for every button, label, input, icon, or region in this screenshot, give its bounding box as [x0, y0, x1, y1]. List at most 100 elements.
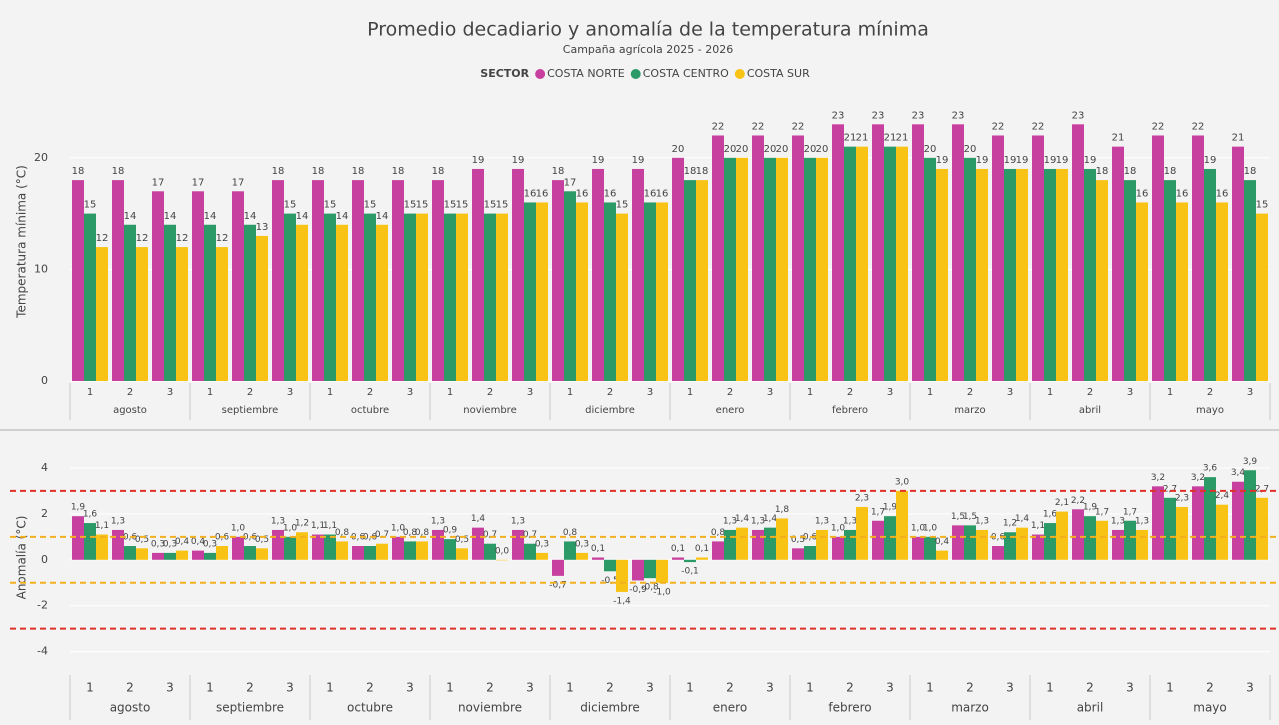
x-tick-label: 1 — [87, 387, 93, 398]
bar — [1164, 180, 1176, 381]
bar — [232, 536, 244, 560]
legend-swatch — [630, 69, 641, 79]
data-label: 15 — [444, 200, 457, 211]
bar — [936, 550, 948, 560]
x-tick-label: 1 — [566, 681, 574, 695]
bar — [1176, 506, 1188, 560]
y-tick-label: 0 — [41, 374, 48, 387]
x-tick-label: 2 — [847, 387, 853, 398]
data-label: 22 — [712, 121, 725, 132]
data-label: 1,2 — [1003, 519, 1017, 529]
data-label: 1,4 — [735, 514, 750, 524]
x-group-label: marzo — [954, 405, 985, 416]
bar — [752, 529, 764, 560]
data-label: 15 — [1256, 200, 1269, 211]
data-label: 18 — [696, 166, 709, 177]
x-tick-label: 1 — [446, 681, 454, 695]
data-label: 18 — [1164, 166, 1177, 177]
data-label: 16 — [536, 188, 549, 199]
bar — [576, 552, 588, 560]
bar — [192, 550, 204, 560]
data-label: 1,4 — [471, 514, 486, 524]
y-tick-label: 0 — [41, 553, 48, 566]
bar — [256, 235, 268, 381]
x-group-label: septiembre — [216, 701, 284, 715]
x-group-label: agosto — [113, 405, 147, 416]
data-label: 19 — [632, 155, 645, 166]
data-label: 0,5 — [455, 535, 469, 545]
data-label: 1,2 — [295, 519, 309, 529]
bar — [592, 557, 604, 560]
bar — [296, 532, 308, 560]
x-group-label: mayo — [1196, 405, 1224, 416]
bar — [1056, 511, 1068, 560]
bar — [512, 168, 524, 381]
bar — [1004, 532, 1016, 560]
x-tick-label: 2 — [367, 387, 373, 398]
data-label: 17 — [232, 177, 245, 188]
bar — [352, 546, 364, 560]
data-label: 1,1 — [323, 521, 337, 531]
data-label: 18 — [552, 166, 565, 177]
data-label: 22 — [1152, 121, 1165, 132]
bar — [1004, 168, 1016, 381]
data-label: -0,8 — [641, 583, 659, 593]
bar — [392, 180, 404, 381]
data-label: 1,4 — [1015, 514, 1030, 524]
bar — [376, 224, 388, 381]
x-tick-label: 2 — [1207, 387, 1213, 398]
bar — [96, 534, 108, 560]
data-label: 1,9 — [1083, 503, 1098, 513]
x-tick-label: 3 — [1006, 681, 1014, 695]
data-label: 17 — [152, 177, 165, 188]
bar — [324, 534, 336, 560]
x-tick-label: 2 — [606, 681, 614, 695]
data-label: 3,9 — [1243, 457, 1258, 467]
data-label: 21 — [896, 133, 909, 144]
bar — [656, 559, 668, 583]
data-label: 14 — [244, 211, 257, 222]
bar — [136, 548, 148, 560]
bar — [84, 213, 96, 381]
x-tick-label: 1 — [326, 681, 334, 695]
data-label: 0,5 — [791, 535, 805, 545]
data-label: 22 — [1032, 121, 1045, 132]
bar — [684, 180, 696, 381]
x-tick-label: 3 — [646, 681, 654, 695]
data-label: 12 — [96, 233, 109, 244]
bar — [604, 559, 616, 572]
data-label: 0,7 — [375, 530, 389, 540]
bar — [1112, 146, 1124, 381]
y-tick-label: 4 — [41, 461, 48, 474]
bar — [536, 552, 548, 560]
x-tick-label: 3 — [1127, 387, 1133, 398]
data-label: 0,8 — [335, 528, 350, 538]
data-label: 0,8 — [415, 528, 430, 538]
data-label: 1,7 — [1123, 507, 1137, 517]
data-label: 21 — [884, 133, 897, 144]
bar — [176, 550, 188, 560]
bar — [832, 536, 844, 560]
bar — [844, 146, 856, 381]
data-label: 19 — [976, 155, 989, 166]
bar — [816, 529, 828, 560]
data-label: 19 — [1016, 155, 1029, 166]
bar — [632, 168, 644, 381]
bar — [232, 191, 244, 381]
bar — [1204, 477, 1216, 560]
bar — [696, 557, 708, 560]
data-label: 0,8 — [563, 528, 578, 538]
x-tick-label: 2 — [1086, 681, 1094, 695]
bar — [604, 202, 616, 381]
bar — [1244, 180, 1256, 381]
data-label: 20 — [736, 144, 749, 155]
x-tick-label: 3 — [1007, 387, 1013, 398]
data-label: 15 — [484, 200, 497, 211]
bar — [164, 224, 176, 381]
data-label: 1,3 — [751, 516, 765, 526]
bar — [204, 224, 216, 381]
data-label: 13 — [256, 222, 269, 233]
bar — [592, 168, 604, 381]
bar — [484, 213, 496, 381]
data-label: 23 — [912, 110, 925, 121]
